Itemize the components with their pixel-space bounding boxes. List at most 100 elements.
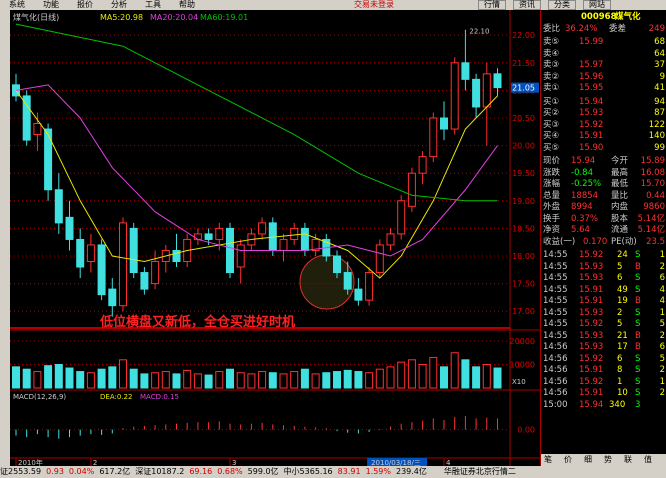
candle-body: [386, 233, 395, 246]
menu-item: 工具: [145, 0, 161, 9]
quote-row: 涨跌 -0.84 最高 16.08: [543, 168, 665, 179]
menu-item: 功能: [43, 0, 59, 9]
quote-row: 委比 36.24% 委差 249: [543, 24, 665, 35]
tab[interactable]: 势: [604, 455, 612, 464]
quote-cell: 买③: [543, 119, 560, 130]
quote-row: 总量 18854 量比 0.44: [543, 191, 665, 202]
status-item: 中小5365.16: [283, 467, 333, 476]
candle-body: [129, 227, 138, 274]
candle-body: [86, 244, 95, 263]
quote-cell: 15.95: [579, 83, 604, 93]
quote-cell: 64: [654, 48, 665, 59]
quote-row: 14:55 15.93 2 S 1: [543, 308, 665, 319]
quote-row: 买③ 15.92 122: [543, 120, 665, 131]
quote-cell: 委比: [543, 24, 561, 34]
top-button[interactable]: 分类: [548, 0, 576, 10]
current-price-label: 21.05: [512, 84, 535, 93]
volume-bar: [386, 366, 395, 389]
volume-bar: [322, 372, 331, 389]
menu-bar: 系统 功能 报价 分析 工具 帮助 交易未登录 行情 资讯 分类 网站: [0, 0, 666, 10]
quote-cell: 委差: [609, 24, 627, 34]
quote-cell: 15.92: [579, 376, 604, 387]
x-tick-label: 2: [93, 459, 97, 466]
quote-cell: B: [635, 342, 641, 352]
volume-bar: [215, 371, 224, 389]
quote-cell: 内盘: [611, 202, 629, 212]
tab[interactable]: 联: [624, 455, 632, 464]
candle-body: [461, 62, 470, 80]
quote-cell: 2: [659, 261, 665, 272]
menu-item: 报价: [77, 0, 93, 9]
quote-cell: 股本: [611, 213, 629, 224]
candle-body: [279, 238, 288, 251]
volume-bar: [461, 359, 470, 389]
quote-cell: 87: [654, 108, 665, 118]
quote-cell: 卖②: [543, 71, 560, 82]
candle-body: [290, 227, 299, 240]
quote-cell: S: [635, 376, 641, 387]
quote-cell: 15.92: [579, 119, 604, 130]
tab[interactable]: 细: [584, 455, 592, 464]
tab[interactable]: 价: [564, 455, 572, 464]
y-tick-label: 17.00: [512, 307, 535, 316]
ma-line: [15, 23, 498, 202]
volume-bar: [429, 356, 438, 389]
quote-cell: 15.92: [579, 353, 604, 364]
quote-cell: S: [635, 284, 641, 295]
quote-cell: 涨跌: [543, 167, 561, 178]
left-toolbar: [0, 10, 10, 466]
ma-label: MA5:20.98: [100, 13, 143, 22]
quote-cell: S: [635, 365, 641, 375]
volume-bar: [108, 366, 117, 389]
quote-cell: 买②: [543, 108, 560, 118]
volume-bar: [140, 373, 149, 389]
volume-bar: [119, 359, 127, 389]
quote-cell: 8: [617, 365, 623, 375]
quote-cell: 249: [648, 24, 665, 34]
quote-cell: 14:55: [543, 307, 568, 318]
quote-cell: 68: [654, 37, 665, 47]
volume-bar: [161, 371, 170, 389]
candle-body: [193, 233, 202, 240]
quote-cell: 15.93: [579, 307, 604, 318]
volume-bar: [183, 369, 192, 389]
top-button[interactable]: 资讯: [513, 0, 541, 10]
quote-cell: 15.90: [579, 142, 604, 153]
quote-row: 14:56 15.91 10 S 2: [543, 388, 665, 399]
quote-cell: 4: [659, 296, 665, 306]
top-button[interactable]: 网站: [583, 0, 611, 10]
quote-cell: 0.44: [646, 190, 665, 201]
quote-row: 14:56 15.92 6 S 5: [543, 354, 665, 365]
quote-cell: 36.24%: [565, 24, 598, 34]
volume-bar: [290, 371, 299, 389]
quote-cell: 最低: [611, 179, 629, 189]
quote-cell: 5: [617, 261, 623, 272]
high-label: 22.10: [469, 28, 489, 36]
stock-code: 000968: [581, 12, 617, 22]
candle-body: [407, 172, 416, 207]
quote-cell: S: [635, 388, 641, 398]
volume-bar: [172, 373, 181, 389]
quote-cell: 49: [617, 284, 628, 295]
quote-cell: 卖③: [543, 60, 560, 70]
y-tick-label: 18.00: [512, 252, 535, 261]
quote-cell: 1: [659, 250, 665, 260]
quote-row: 卖① 15.95 41: [543, 83, 665, 94]
candle-body: [172, 249, 181, 263]
candle-body: [333, 255, 341, 274]
quote-row: 14:55 15.92 24 S 1: [543, 250, 665, 261]
candle-body: [22, 95, 31, 141]
candle-body: [450, 62, 459, 130]
tab[interactable]: 值: [644, 455, 652, 464]
candle-body: [354, 288, 363, 301]
y-tick-label: 20000: [510, 337, 535, 346]
tab[interactable]: 笔: [544, 455, 552, 464]
candle-body: [108, 288, 117, 307]
quote-cell: 14:55: [543, 284, 568, 295]
top-button[interactable]: 行情: [478, 0, 506, 10]
quote-cell: 4: [659, 284, 665, 295]
quote-row: 14:55 15.91 19 B 4: [543, 296, 665, 307]
quote-row: 现价 15.94 今开 15.89: [543, 156, 665, 167]
volume-bar: [76, 371, 85, 389]
candle-body: [258, 222, 267, 235]
